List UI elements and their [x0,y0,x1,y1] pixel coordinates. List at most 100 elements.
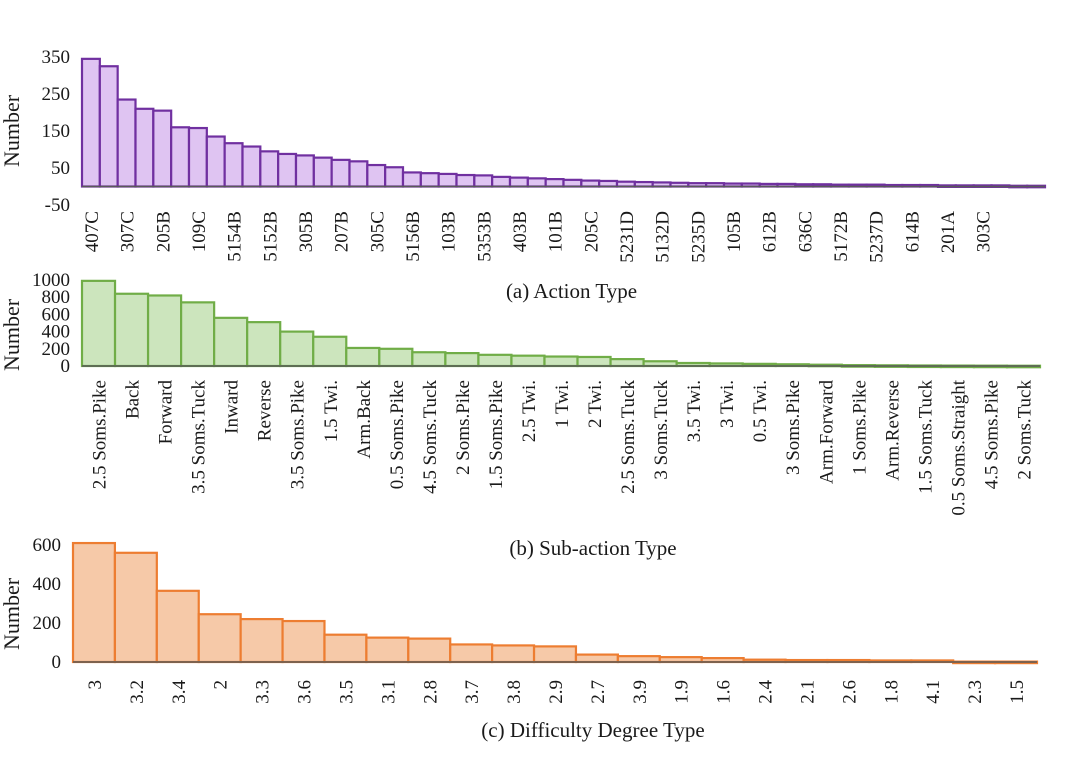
x-tick-label: Forward [156,380,177,445]
x-tick-label: 0.5 Soms.Straight [948,379,969,515]
x-tick-label: 407C [82,211,103,252]
x-tick-label: 303C [974,211,995,252]
bar [401,171,422,188]
x-tick-label: 205B [153,211,174,252]
x-tick-label: 2 Soms.Tuck [1014,380,1035,480]
panel-caption: (c) Difficulty Degree Type [481,718,704,742]
y-tick-label: 200 [33,613,62,634]
bar [407,637,452,664]
x-tick-label: 1.5 Twi. [321,380,342,442]
panel-caption: (a) Action Type [506,279,637,303]
x-tick-label: 2.3 [965,680,986,704]
x-tick-label: 3 Soms.Tuck [651,380,672,480]
x-tick-label: 5235D [688,211,709,263]
x-tick-label: 305C [367,211,388,252]
y-tick-label: -50 [45,195,70,216]
x-tick-label: Inward [222,380,243,434]
x-tick-label: 1.5 Soms.Pike [486,380,507,489]
x-tick-label: 5231D [617,211,638,263]
bar [312,335,348,368]
bar [574,653,619,664]
bar [437,172,458,188]
x-tick-label: Arm.Back [354,380,375,459]
x-tick-label: 3.5 Soms.Pike [288,380,309,489]
y-tick-label: 250 [42,84,71,105]
y-tick-label: 400 [33,574,62,595]
x-tick-label: 4.5 Soms.Pike [981,380,1002,489]
x-tick-label: 3.9 [630,680,651,704]
x-tick-label: 5353B [474,211,495,262]
x-tick-label: 3.5 [336,680,357,704]
x-tick-label: 0.5 Twi. [750,380,771,442]
x-tick-label: 2 [211,680,232,690]
x-tick-label: 5172B [831,211,852,262]
bar [98,65,119,188]
x-tick-label: 2 Soms.Pike [453,380,474,475]
bar [152,109,173,188]
x-tick-label: 403B [510,211,531,252]
x-tick-label: 3.7 [462,680,483,704]
bar [312,156,333,188]
bar [491,644,536,664]
x-tick-label: 612B [760,211,781,252]
bar [187,126,208,188]
bar [510,354,546,368]
x-tick-label: Arm.Forward [816,380,837,484]
x-tick-label: 205C [581,211,602,252]
bar [155,589,200,664]
x-tick-label: 1.9 [672,680,693,704]
y-tick-label: 50 [51,158,70,179]
bar [477,353,513,368]
bar [449,643,494,664]
x-tick-label: 1.8 [881,680,902,704]
y-tick-label: 400 [42,322,71,343]
x-tick-label: 3.3 [253,680,274,704]
bar [170,126,191,188]
x-tick-label: 201A [938,211,959,254]
x-tick-label: 636C [795,211,816,252]
x-tick-label: 5237D [867,211,888,263]
bar [80,279,117,368]
y-tick-label: 600 [33,535,62,556]
bar [576,355,612,368]
bar [180,301,216,368]
y-tick-label: 200 [42,339,71,360]
bar [580,179,601,188]
x-tick-label: 2.6 [839,680,860,704]
y-axis-label: Number [0,94,24,167]
x-tick-label: 1.6 [714,680,735,704]
bar [71,541,117,664]
y-tick-label: 0 [52,652,62,673]
bar [609,358,645,368]
x-tick-label: 2 Twi. [585,380,606,428]
bar [411,351,447,368]
x-tick-label: 2.5 Soms.Pike [90,380,111,489]
bar [508,176,529,188]
bar [279,330,315,368]
x-tick-label: 5154B [225,211,246,262]
bar [526,177,547,188]
x-tick-label: 1.5 [1007,680,1028,704]
bar [197,613,242,664]
x-tick-label: 1.5 Soms.Tuck [915,380,936,494]
bar [616,655,661,664]
x-tick-label: 3.1 [378,680,399,704]
bar [134,107,155,188]
x-tick-label: 3.5 Twi. [684,380,705,442]
bar [444,352,480,368]
x-tick-label: 3.2 [127,680,148,704]
x-tick-label: 307C [118,211,139,252]
bar [348,160,369,188]
x-tick-label: 2.5 Twi. [519,380,540,442]
bar [365,636,410,664]
bar [113,551,158,664]
bar [323,633,368,664]
x-tick-label: 101B [546,211,567,252]
bar [378,347,414,368]
x-tick-label: 0.5 Soms.Pike [387,380,408,489]
bar [544,178,565,188]
y-tick-label: 350 [42,47,71,68]
x-tick-label: 4.1 [923,680,944,704]
bar [384,166,405,188]
